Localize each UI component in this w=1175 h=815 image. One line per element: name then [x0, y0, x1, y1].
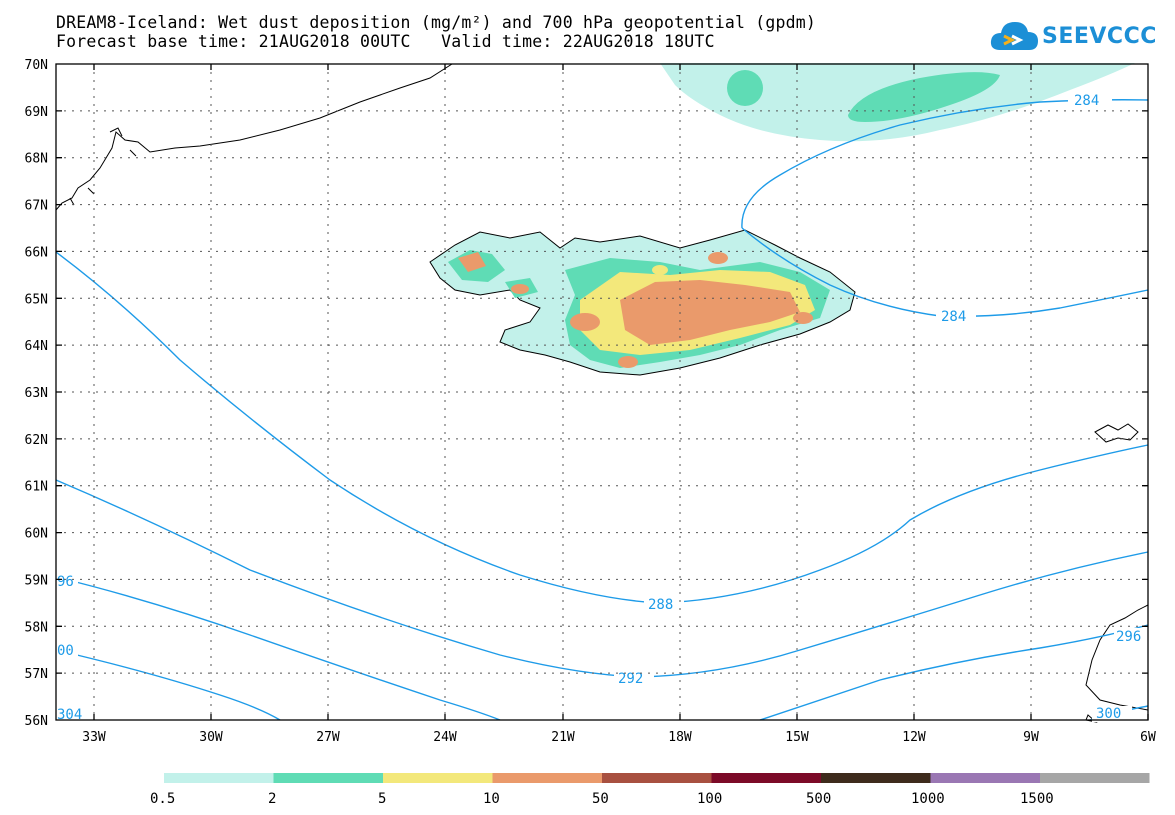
contour-292 — [55, 479, 1149, 678]
lat-label-60n: 60N — [25, 527, 48, 542]
legend-label: 10 — [483, 791, 500, 807]
legend-swatch — [821, 773, 931, 783]
contour-label-288: 288 — [648, 597, 673, 613]
contour-label-300-a: 00 — [57, 643, 74, 659]
legend-swatch — [711, 773, 821, 783]
legend-label: 1000 — [911, 791, 945, 807]
lat-label-63n: 63N — [25, 386, 48, 401]
contour-296 — [55, 576, 1149, 721]
iceland — [429, 229, 856, 376]
legend-label: 5 — [378, 791, 386, 807]
graticule — [56, 64, 1148, 720]
lat-label-64n: 64N — [25, 339, 48, 354]
legend-label: 100 — [697, 791, 722, 807]
lat-label-58n: 58N — [25, 620, 48, 635]
legend-swatch — [492, 773, 602, 783]
lon-label-12w: 12W — [902, 730, 926, 745]
legend-label: 0.5 — [150, 791, 175, 807]
other-coasts — [1085, 423, 1149, 723]
lat-label-67n: 67N — [25, 199, 48, 214]
dust-shading — [660, 63, 1135, 142]
legend-swatch — [602, 773, 712, 783]
lat-label-65n: 65N — [25, 292, 48, 307]
contour-label-284-a: 284 — [1074, 93, 1099, 109]
lon-label-6w: 6W — [1140, 730, 1156, 745]
lon-label-18w: 18W — [668, 730, 692, 745]
legend-swatch — [164, 773, 274, 783]
brand-name: SEEVCCC — [1042, 24, 1157, 49]
contour-300 — [55, 649, 1149, 721]
legend-label: 50 — [592, 791, 609, 807]
latitude-labels: 70N 69N 68N 67N 66N 65N 64N 63N 62N 61N … — [25, 58, 48, 729]
lat-label-70n: 70N — [25, 58, 48, 73]
lon-label-27w: 27W — [316, 730, 340, 745]
legend-swatch — [1040, 773, 1150, 783]
lon-label-24w: 24W — [433, 730, 457, 745]
legend-label: 1500 — [1020, 791, 1054, 807]
brand-logo: SEEVCCC — [990, 18, 1156, 58]
lat-label-68n: 68N — [25, 152, 48, 167]
map-frame — [55, 63, 1149, 721]
lat-label-56n: 56N — [25, 714, 48, 729]
contour-label-292: 292 — [618, 671, 643, 687]
legend-swatch — [383, 773, 493, 783]
contour-labels: 284 284 288 292 96 296 00 300 304 — [56, 92, 1148, 723]
color-legend: 0.5 2 5 10 50 100 500 1000 1500 — [150, 773, 1150, 807]
contour-label-284-b: 284 — [941, 309, 966, 325]
contour-label-304: 304 — [57, 707, 82, 723]
lon-label-30w: 30W — [199, 730, 223, 745]
contour-label-296-a: 96 — [57, 574, 74, 590]
lon-label-15w: 15W — [785, 730, 809, 745]
contour-label-296-b: 296 — [1116, 629, 1141, 645]
lat-label-57n: 57N — [25, 667, 48, 682]
legend-label: 2 — [268, 791, 276, 807]
legend-swatch — [930, 773, 1040, 783]
map-title: DREAM8-Iceland: Wet dust deposition (mg/… — [56, 13, 817, 32]
lon-label-33w: 33W — [82, 730, 106, 745]
lat-label-69n: 69N — [25, 105, 48, 120]
legend-swatch — [273, 773, 383, 783]
greenland-coast — [55, 63, 453, 211]
lon-label-9w: 9W — [1023, 730, 1039, 745]
contour-288 — [55, 251, 1149, 604]
longitude-labels: 33W 30W 27W 24W 21W 18W 15W 12W 9W 6W — [82, 730, 1156, 745]
contour-label-300-b: 300 — [1096, 706, 1121, 722]
cloud-chevron-logo-icon — [990, 22, 1038, 50]
map-subtitle: Forecast base time: 21AUG2018 00UTC Vali… — [56, 32, 715, 51]
lon-label-21w: 21W — [551, 730, 575, 745]
lat-label-62n: 62N — [25, 433, 48, 448]
lat-label-61n: 61N — [25, 480, 48, 495]
lat-label-59n: 59N — [25, 573, 48, 588]
legend-label: 500 — [806, 791, 831, 807]
geopotential-contours — [55, 99, 1149, 721]
lat-label-66n: 66N — [25, 245, 48, 260]
